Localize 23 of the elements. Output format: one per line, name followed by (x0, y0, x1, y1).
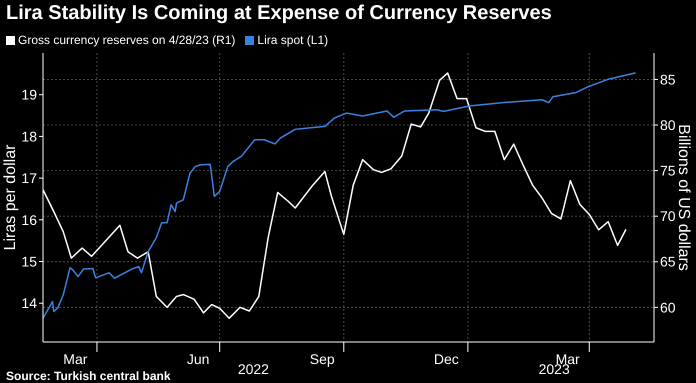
source-note: Source: Turkish central bank (6, 369, 171, 383)
y-tick-label: 19 (21, 86, 38, 103)
x-tick-label: Sep (310, 351, 335, 367)
legend-label: Gross currency reserves on 4/28/23 (R1) (17, 33, 236, 47)
y2-tick-label: 85 (660, 71, 676, 88)
x2-tick-label: 2022 (238, 361, 270, 377)
chart-title: Lira Stability Is Coming at Expense of Currency Reserves (6, 2, 552, 25)
y2-tick-label: 60 (660, 299, 676, 316)
x-tick-label: Jun (186, 351, 210, 367)
y2-tick-label: 80 (660, 116, 676, 133)
legend-label: Lira spot (L1) (256, 33, 328, 47)
y-axis-title: Liras per dollar (2, 144, 19, 250)
y-tick-label: 17 (21, 170, 38, 186)
x-tick-label: Dec (434, 351, 459, 367)
x-tick-label: Mar (63, 351, 88, 367)
y2-tick-label: 70 (660, 208, 676, 224)
y2-tick-label: 65 (660, 254, 676, 270)
y-tick-label: 15 (21, 253, 38, 270)
y-tick-label: 18 (21, 128, 38, 144)
y-tick-label: 16 (21, 212, 38, 228)
y2-axis-title: Billions of US dollars (675, 124, 692, 271)
y-tick-label: 14 (21, 295, 38, 312)
y2-tick-label: 75 (660, 162, 676, 179)
